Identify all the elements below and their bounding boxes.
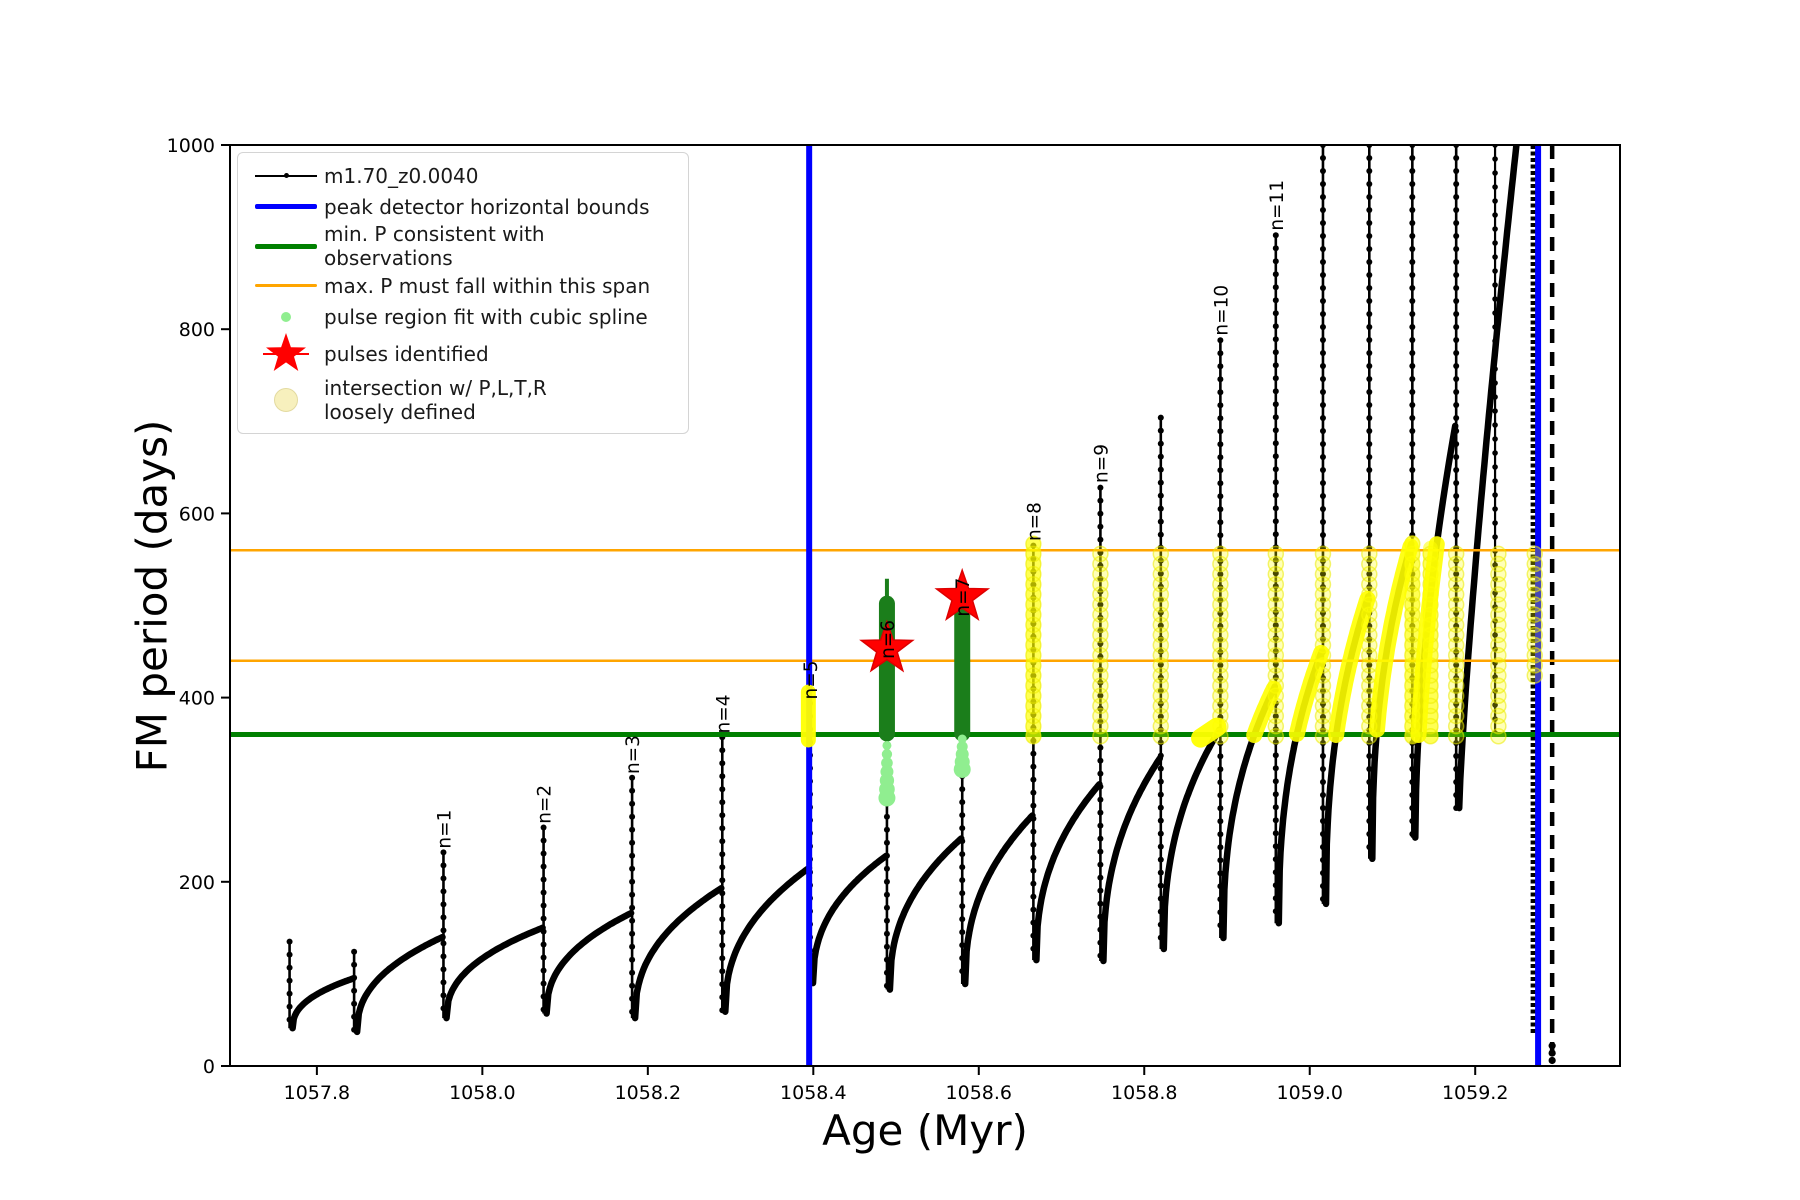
peak-label: n=10 [1211,285,1232,336]
peak-label: n=5 [801,660,822,699]
y-axis-title: FM period (days) [127,419,177,773]
peak-label: n=6 [878,620,899,659]
series-line-icon [248,172,324,178]
peak-label: n=4 [713,695,734,734]
x-tick-label: 1059.2 [1442,1082,1508,1104]
star-icon [248,332,324,376]
peak-label: n=11 [1267,180,1288,231]
x-axis-title: Age (Myr) [822,1106,1028,1155]
y-tick-label: 600 [179,503,215,525]
legend-item: m1.70_z0.0040 [248,160,678,191]
peak-label: n=9 [1091,444,1112,483]
x-tick-label: 1059.0 [1276,1082,1342,1104]
peak-label: n=2 [535,785,556,824]
y-tick-label: 0 [203,1056,215,1078]
pulse-star [934,567,991,621]
legend-item: pulses identified [248,332,678,376]
spline-region-dot [881,749,893,760]
y-tick-label: 800 [179,319,215,341]
x-tick-label: 1058.0 [449,1082,515,1104]
spline-dot-icon [248,311,324,322]
spline-region-dot [881,757,893,769]
legend-item: max. P must fall within this span [248,270,678,301]
spline-region-dot [882,740,892,750]
x-tick-label: 1058.2 [615,1082,681,1104]
y-tick-label: 400 [179,688,215,710]
peak-labels: n=1 n=2 n=3 n=4 n=5 n=6 n=7 n=8 n=9 n=10 n=11 [434,180,1287,849]
line-swatch-icon [248,204,324,209]
legend-item-label: peak detector horizontal bounds [324,194,650,219]
legend-item-label: pulse region fit with cubic spline [324,304,648,329]
spline-region-dot [957,734,967,744]
pulse-star [859,619,915,673]
legend-item: peak detector horizontal bounds [248,191,678,222]
x-tick-label: 1058.8 [1111,1082,1177,1104]
x-tick-label: 1057.8 [284,1082,350,1104]
legend-item-label: m1.70_z0.0040 [324,163,479,188]
y-tick-label: 200 [179,872,215,894]
intersection-dot-icon [248,388,324,412]
x-tick-label: 1058.4 [780,1082,846,1104]
legend-item: intersection w/ P,L,T,R loosely defined [248,376,678,424]
legend-item-label: intersection w/ P,L,T,R loosely defined [324,376,547,424]
peak-label: n=3 [623,735,644,774]
x-tick-label: 1058.6 [946,1082,1012,1104]
pulse-stars [859,567,991,673]
legend-item: min. P consistent with observations [248,222,678,270]
peak-label: n=1 [434,810,455,849]
spline-region-dot [878,789,896,807]
spline-region-dot [953,760,971,778]
legend-item: pulse region fit with cubic spline [248,301,678,332]
peak-label: n=8 [1024,502,1045,541]
line-swatch-icon [248,284,324,287]
legend-item-label: max. P must fall within this span [324,273,651,298]
y-tick-label: 1000 [167,135,215,157]
peak-label: n=7 [953,578,974,617]
legend-item-label: min. P consistent with observations [324,222,545,270]
legend-item-label: pulses identified [324,342,489,366]
line-swatch-icon [248,243,324,249]
axes: 1057.8 1058.0 1058.2 1058.4 1058.6 1058.8 1059… [167,135,1621,1104]
yellow-intersection-highlights [800,535,1544,748]
